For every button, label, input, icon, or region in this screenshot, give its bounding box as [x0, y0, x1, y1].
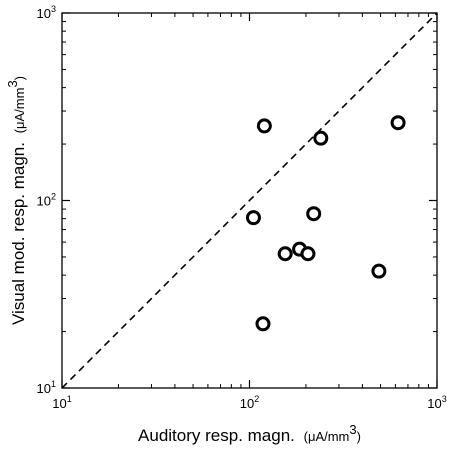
data-point	[256, 118, 272, 134]
data-point	[306, 206, 322, 222]
data-point	[245, 210, 261, 226]
data-point	[300, 246, 316, 262]
y-tick-label: 101	[37, 379, 56, 396]
x-tick-label: 102	[240, 394, 259, 411]
data-point	[390, 115, 406, 131]
data-points	[245, 115, 406, 332]
y-axis-label: Visual mod. resp. magn. (μA/mm3)	[5, 76, 29, 325]
y-tick-label: 103	[37, 4, 56, 21]
identity-reference-line	[61, 12, 438, 389]
axis-labels: Auditory resp. magn. (μA/mm3) Visual mod…	[5, 76, 361, 445]
reference-line-layer	[61, 12, 438, 389]
data-point	[277, 246, 293, 262]
x-tick-label: 103	[427, 394, 446, 411]
axis-ticks: 101 102 103 101 102 103	[37, 4, 447, 411]
y-tick-label: 102	[37, 192, 56, 209]
x-axis-label: Auditory resp. magn. (μA/mm3)	[138, 422, 361, 446]
data-point	[313, 130, 329, 146]
data-point	[371, 263, 387, 279]
x-tick-label: 101	[52, 394, 71, 411]
data-point	[255, 316, 271, 332]
